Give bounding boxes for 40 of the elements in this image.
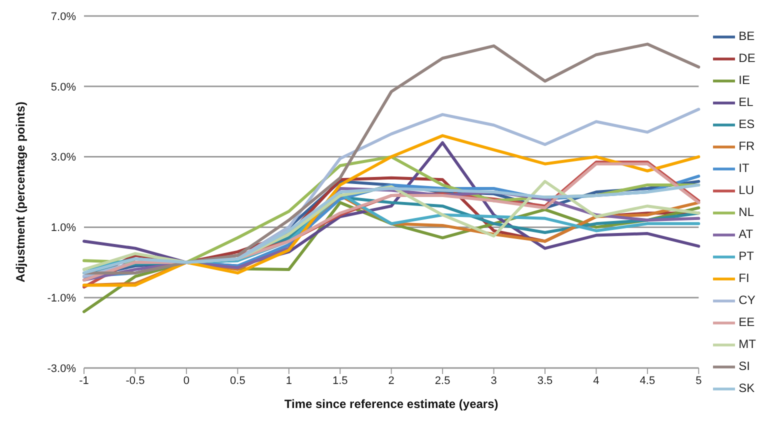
- x-tick-label: 0: [183, 374, 190, 387]
- legend-label: EL: [738, 95, 754, 110]
- legend-label: AT: [738, 227, 754, 242]
- legend-label: FR: [738, 139, 755, 154]
- x-tick-label: 1.5: [332, 374, 348, 387]
- y-tick-label: 7.0%: [50, 10, 76, 23]
- x-tick-label: 0.5: [230, 374, 246, 387]
- legend-label: PT: [738, 249, 754, 264]
- x-tick-label: 2.5: [434, 374, 450, 387]
- line-series: [82, 134, 700, 287]
- legend-label: SK: [738, 381, 755, 396]
- legend-label: NL: [738, 205, 754, 220]
- x-tick-label: 4.5: [640, 374, 656, 387]
- legend-label: LU: [738, 183, 754, 198]
- legend-label: SI: [738, 359, 750, 374]
- legend-label: CY: [738, 293, 756, 308]
- line-series: [82, 42, 700, 274]
- x-tick-label: 5: [696, 374, 702, 387]
- legend-label: MT: [738, 337, 756, 352]
- x-tick-label: 1: [286, 374, 292, 387]
- y-axis-title: Adjustment (percentage points): [13, 102, 28, 282]
- y-tick-label: -3.0%: [47, 362, 76, 375]
- legend-label: EE: [738, 315, 755, 330]
- x-tick-label: 4: [593, 374, 600, 387]
- legend-label: ES: [738, 117, 755, 132]
- x-tick-label: -0.5: [126, 374, 145, 387]
- y-tick-label: 1.0%: [50, 222, 76, 234]
- legend-label: IE: [738, 73, 750, 88]
- legend-label: DE: [738, 51, 756, 66]
- x-axis-title: Time since reference estimate (years): [284, 397, 498, 411]
- x-tick-label: 3.5: [537, 374, 553, 387]
- legend-label: IT: [738, 161, 750, 176]
- x-tick-label: 2: [388, 374, 394, 387]
- x-tick-label: -1: [79, 374, 89, 387]
- y-tick-label: -1.0%: [47, 292, 76, 305]
- x-tick-label: 3: [490, 374, 497, 387]
- legend-label: BE: [738, 29, 755, 44]
- legend-label: FI: [738, 271, 750, 286]
- y-tick-label: 3.0%: [50, 152, 76, 164]
- y-tick-label: 5.0%: [50, 81, 76, 94]
